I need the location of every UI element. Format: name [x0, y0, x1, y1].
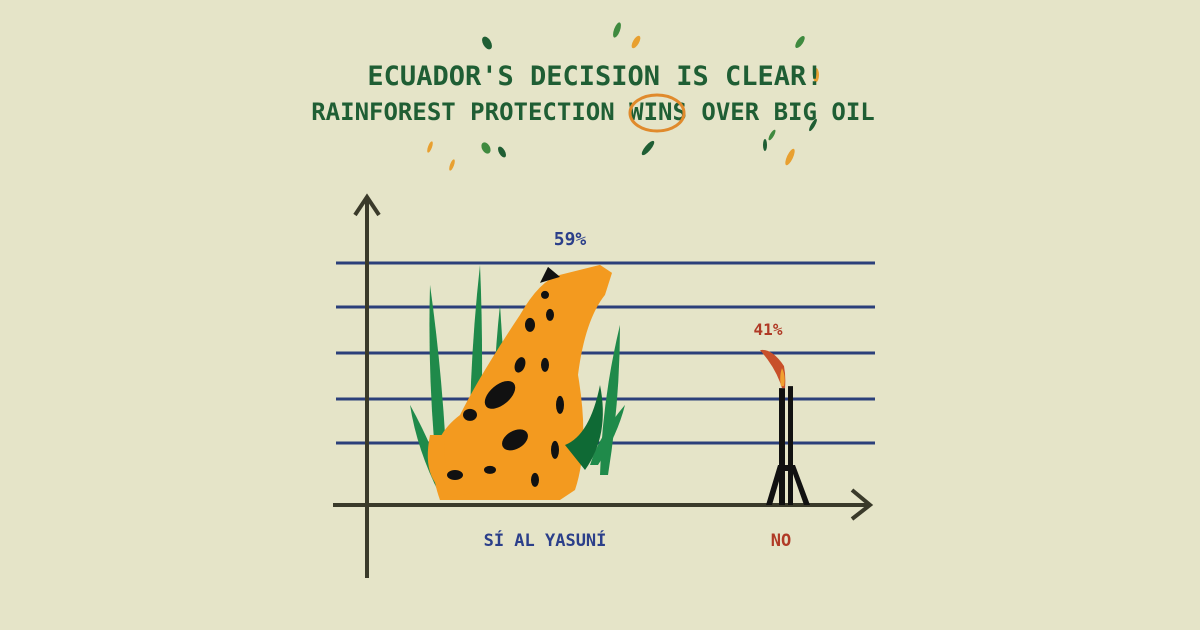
- jaguar-spot: [525, 317, 535, 332]
- leaf-icon: [590, 404, 625, 465]
- jaguar-spot: [541, 357, 549, 372]
- jaguar-spot: [514, 357, 526, 373]
- jaguar-spot: [502, 429, 528, 451]
- category-label-no: NO: [771, 531, 791, 551]
- jaguar-spot: [541, 290, 549, 299]
- jaguar-spot: [463, 408, 477, 421]
- jaguar-tail: [427, 435, 470, 497]
- jaguar-body: [433, 264, 612, 500]
- axes: [333, 193, 874, 578]
- jaguar-spot: [546, 308, 554, 321]
- y-axis-arrow-icon: [353, 193, 381, 217]
- data-label-yes: 59%: [554, 229, 587, 250]
- decorative-leaves: [427, 22, 819, 171]
- jaguar-spot: [551, 440, 559, 459]
- flame-icon: [760, 349, 786, 389]
- flame-core: [780, 368, 785, 387]
- derrick-pipe: [779, 388, 785, 505]
- bar-jaguar: [410, 264, 625, 500]
- jaguar-spot: [484, 465, 496, 474]
- jaguar-spot: [484, 380, 516, 409]
- wins-circle-highlight: [628, 93, 686, 133]
- chart-subtitle: RAINFOREST PROTECTION WINS OVER BIG OIL: [311, 98, 875, 126]
- chart-title: ECUADOR'S DECISION IS CLEAR!: [367, 61, 822, 92]
- jaguar-ear: [540, 266, 560, 283]
- jaguar-spot: [531, 472, 539, 487]
- derrick-legs: [766, 465, 810, 505]
- derrick-pipe: [788, 386, 793, 505]
- jaguar-spot: [556, 395, 564, 414]
- x-axis-arrow-icon: [850, 488, 874, 521]
- bar-oil-derrick: [760, 349, 810, 505]
- leaf-icon: [565, 385, 603, 470]
- jaguar-spot: [447, 470, 463, 480]
- category-label-yes: SÍ AL YASUNÍ: [484, 529, 607, 551]
- data-label-no: 41%: [754, 320, 783, 339]
